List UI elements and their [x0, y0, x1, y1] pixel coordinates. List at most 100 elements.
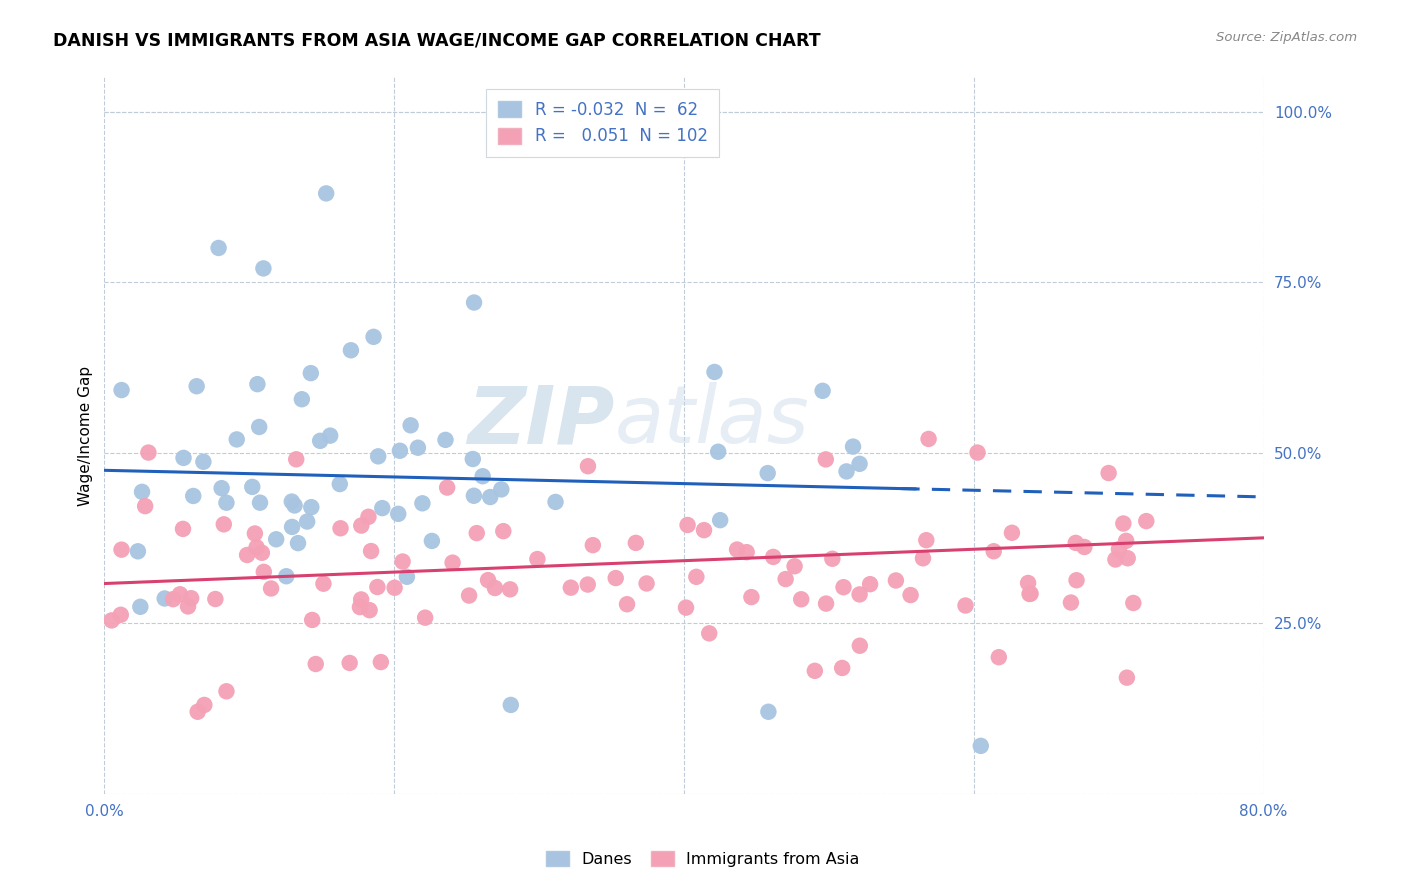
Point [299, 500, 322, 515]
Point [162, 592, 184, 607]
Point [1097, 466, 1119, 480]
Point [499, 582, 522, 597]
Point [636, 576, 658, 591]
Point [762, 549, 785, 564]
Point [186, 379, 208, 393]
Point [576, 459, 599, 474]
Point [340, 343, 363, 358]
Point [544, 495, 567, 509]
Point [339, 656, 361, 670]
Point [790, 592, 813, 607]
Text: DANISH VS IMMIGRANTS FROM ASIA WAGE/INCOME GAP CORRELATION CHART: DANISH VS IMMIGRANTS FROM ASIA WAGE/INCO… [53, 31, 821, 49]
Point [193, 698, 215, 712]
Point [181, 489, 204, 503]
Point [675, 600, 697, 615]
Point [285, 452, 308, 467]
Point [173, 450, 195, 465]
Point [295, 515, 318, 529]
Point [756, 466, 779, 480]
Legend: R = -0.032  N =  62, R =   0.051  N = 102: R = -0.032 N = 62, R = 0.051 N = 102 [486, 89, 720, 157]
Point [740, 590, 762, 604]
Point [915, 533, 938, 548]
Point [250, 546, 273, 560]
Point [436, 481, 458, 495]
Point [685, 570, 707, 584]
Point [399, 418, 422, 433]
Point [420, 533, 443, 548]
Point [697, 626, 720, 640]
Point [350, 592, 373, 607]
Point [180, 591, 202, 606]
Point [1116, 551, 1139, 566]
Point [463, 489, 485, 503]
Point [367, 450, 389, 464]
Point [831, 661, 853, 675]
Point [243, 526, 266, 541]
Point [299, 366, 322, 380]
Point [359, 603, 381, 617]
Point [1066, 573, 1088, 587]
Point [758, 705, 780, 719]
Point [676, 518, 699, 533]
Point [616, 597, 638, 611]
Point [187, 705, 209, 719]
Point [461, 452, 484, 467]
Point [211, 481, 233, 495]
Point [169, 587, 191, 601]
Point [240, 480, 263, 494]
Point [900, 588, 922, 602]
Point [479, 490, 502, 504]
Point [477, 573, 499, 587]
Point [832, 580, 855, 594]
Point [329, 521, 352, 535]
Point [491, 483, 513, 497]
Point [212, 517, 235, 532]
Point [110, 542, 132, 557]
Point [884, 574, 907, 588]
Text: Source: ZipAtlas.com: Source: ZipAtlas.com [1216, 31, 1357, 45]
Point [204, 592, 226, 607]
Point [315, 186, 337, 201]
Point [388, 443, 411, 458]
Point [465, 526, 488, 541]
Point [693, 523, 716, 537]
Point [406, 441, 429, 455]
Point [360, 544, 382, 558]
Point [1112, 516, 1135, 531]
Point [859, 577, 882, 591]
Point [484, 581, 506, 595]
Point [966, 445, 988, 459]
Point [605, 571, 627, 585]
Text: atlas: atlas [614, 382, 810, 460]
Point [1017, 576, 1039, 591]
Point [970, 739, 993, 753]
Point [357, 509, 380, 524]
Point [411, 496, 433, 510]
Point [153, 591, 176, 606]
Point [848, 587, 870, 601]
Point [1018, 587, 1040, 601]
Point [305, 657, 328, 671]
Point [576, 577, 599, 591]
Text: ZIP: ZIP [467, 382, 614, 460]
Point [821, 551, 844, 566]
Point [371, 501, 394, 516]
Point [735, 545, 758, 559]
Point [1064, 536, 1087, 550]
Point [138, 445, 160, 459]
Point [215, 684, 238, 698]
Point [134, 499, 156, 513]
Point [281, 494, 304, 508]
Point [350, 518, 373, 533]
Point [1122, 596, 1144, 610]
Point [492, 524, 515, 538]
Point [1104, 552, 1126, 566]
Point [911, 551, 934, 566]
Point [370, 655, 392, 669]
Point [783, 559, 806, 574]
Point [246, 377, 269, 392]
Point [395, 570, 418, 584]
Point [193, 455, 215, 469]
Point [363, 330, 385, 344]
Point [319, 428, 342, 442]
